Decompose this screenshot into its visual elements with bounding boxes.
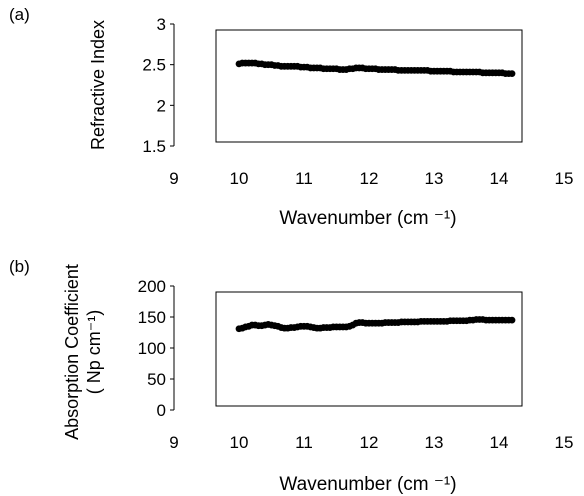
plot-frame — [215, 29, 523, 143]
panel-b-tick-labels: 0 50 100 150 200 9 10 11 12 13 14 15 — [138, 277, 574, 452]
y-tick-label: 200 — [138, 277, 166, 296]
panel-a-label: (a) — [9, 5, 30, 24]
y-tick-label: 150 — [138, 308, 166, 327]
x-tick-label: 11 — [295, 433, 313, 452]
x-tick-label: 15 — [555, 433, 574, 452]
panel-b-data-points — [235, 316, 516, 333]
y-tick-label: 0 — [157, 401, 166, 420]
panel-a-tick-labels: 1.5 2 2.5 3 9 10 11 12 13 14 15 — [142, 15, 573, 188]
y-tick-label: 2 — [157, 96, 166, 115]
x-tick-label: 14 — [490, 169, 509, 188]
x-tick-label: 9 — [169, 433, 178, 452]
y-tick-label: 2.5 — [142, 56, 166, 75]
data-point — [508, 70, 516, 78]
y-tick-label: 1.5 — [142, 137, 166, 156]
x-tick-label: 13 — [425, 169, 444, 188]
x-tick-label: 13 — [425, 433, 444, 452]
panel-a-axes — [170, 23, 523, 147]
x-tick-label: 14 — [490, 433, 509, 452]
panel-b-chart: (b) Absorption Coefficient ( Np cm⁻¹) Wa… — [9, 257, 573, 495]
x-tick-label: 12 — [360, 433, 379, 452]
y-tick-label: 100 — [138, 339, 166, 358]
x-tick-label: 11 — [295, 169, 313, 188]
panel-a-xlabel: Wavenumber (cm ⁻¹) — [279, 208, 456, 229]
panel-a-data-points — [235, 59, 516, 78]
plot-frame — [215, 291, 523, 407]
x-tick-label: 10 — [230, 169, 249, 188]
panel-b-label: (b) — [9, 257, 30, 276]
x-tick-label: 12 — [360, 169, 379, 188]
x-tick-label: 10 — [230, 433, 249, 452]
y-tick-label: 3 — [157, 15, 166, 34]
data-point — [508, 316, 516, 324]
panel-a-chart: (a) Refractive Index Wavenumber (cm ⁻¹) … — [9, 5, 573, 229]
panel-b-axes — [170, 285, 523, 411]
y-tick-label: 50 — [147, 370, 166, 389]
panel-b-ylabel: Absorption Coefficient — [62, 264, 82, 440]
x-tick-label: 9 — [169, 169, 178, 188]
x-tick-label: 15 — [555, 169, 574, 188]
panel-a-ylabel: Refractive Index — [88, 20, 108, 150]
panel-b-ylabel-units: ( Np cm⁻¹) — [84, 310, 104, 395]
panel-b-xlabel: Wavenumber (cm ⁻¹) — [279, 474, 456, 495]
